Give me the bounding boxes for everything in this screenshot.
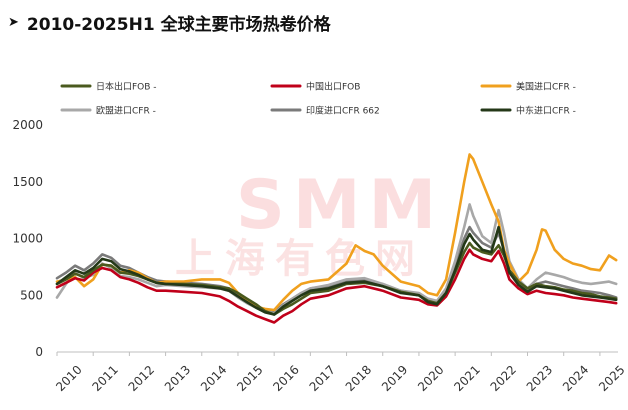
x-tick-label: 2025 (596, 363, 627, 394)
y-tick-label: 500 (20, 288, 43, 302)
y-tick-label: 1000 (12, 232, 43, 246)
legend-label: 美国进口CFR - (516, 81, 576, 93)
y-tick-label: 0 (35, 345, 43, 359)
x-tick-label: 2013 (162, 363, 193, 394)
series-line (55, 203, 618, 315)
x-tick-label: 2019 (379, 363, 410, 394)
watermark-cn: 上海有色网 (175, 236, 425, 282)
x-tick-label: 2011 (89, 363, 120, 394)
x-tick-label: 2024 (560, 363, 591, 394)
arrow-icon: ➤ (8, 14, 19, 30)
series-line (55, 225, 618, 316)
watermark: SMM 上海有色网 (175, 166, 444, 282)
x-tick-label: 2017 (307, 363, 338, 394)
x-tick-label: 2018 (343, 363, 374, 394)
legend-label: 欧盟进口CFR - (96, 105, 156, 117)
series-line (55, 153, 618, 312)
series-layer (55, 153, 618, 324)
x-tick-label: 2020 (415, 363, 446, 394)
x-tick-label: 2012 (126, 363, 157, 394)
legend-label: 印度进口CFR 662 (306, 105, 380, 117)
series-line (55, 248, 618, 324)
legend-label: 中东进口CFR - (516, 105, 576, 117)
y-tick-label: 2000 (12, 118, 43, 132)
y-tick-label: 1500 (12, 175, 43, 189)
x-tick-label: 2016 (270, 363, 301, 394)
x-tick-label: 2010 (53, 363, 84, 394)
legend-label: 日本出口FOB - (96, 81, 157, 93)
legend: 日本出口FOB - 中国出口FOB 美国进口CFR - 欧盟进口CFR - 印度进口CF… (60, 81, 576, 117)
x-tick-label: 2023 (524, 363, 555, 394)
chart-title-block: ➤ 2010-2025H1 全球主要市场热卷价格 (8, 9, 331, 35)
x-tick-label: 2021 (451, 363, 482, 394)
legend-label: 中国出口FOB (306, 81, 360, 93)
watermark-brand: SMM (236, 166, 444, 245)
x-tick-label: 2014 (198, 363, 229, 394)
chart-title: 2010-2025H1 全球主要市场热卷价格 (26, 14, 331, 35)
x-tick-label: 2022 (488, 363, 519, 394)
x-tick-label: 2015 (234, 363, 265, 394)
